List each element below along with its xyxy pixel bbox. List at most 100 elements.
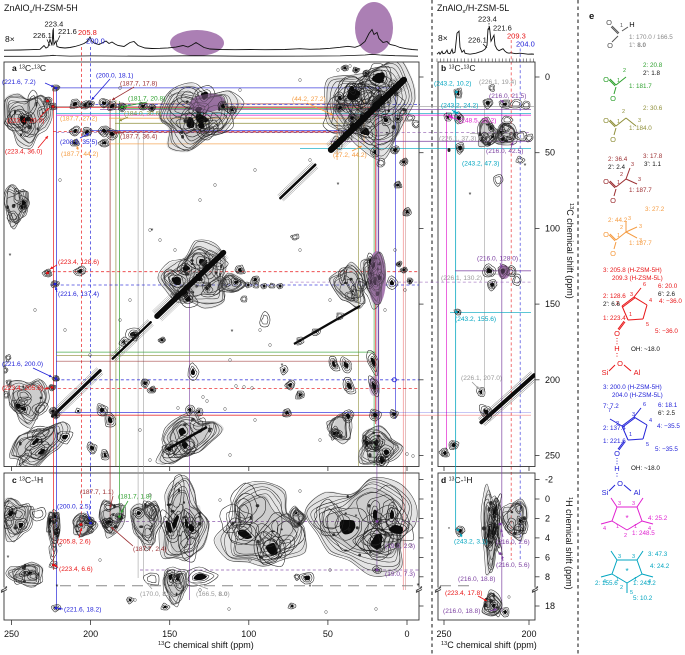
svg-text:3: 3 <box>618 501 621 507</box>
svg-text:100: 100 <box>241 629 256 639</box>
svg-text:(223.4, 205.8): (223.4, 205.8) <box>2 385 43 392</box>
svg-text:2: 2 <box>616 421 619 427</box>
svg-text:(19.0, 2.3): (19.0, 2.3) <box>385 543 415 550</box>
svg-text:2: 2 <box>624 533 627 539</box>
svg-text:*: * <box>56 584 59 591</box>
svg-text:1: 1 <box>617 180 620 186</box>
svg-text:*: * <box>625 514 628 523</box>
svg-text:1: 170.0 / 166.5: 1: 170.0 / 166.5 <box>629 34 673 41</box>
svg-text:209.3 (H-ZSM-5L): 209.3 (H-ZSM-5L) <box>612 275 663 282</box>
svg-text:(243.2, 47.3): (243.2, 47.3) <box>462 161 499 168</box>
svg-text:2': 1.8: 2': 1.8 <box>643 70 660 77</box>
svg-text:d 13C-1H: d 13C-1H <box>441 475 473 485</box>
svg-text:223.4: 223.4 <box>45 20 64 29</box>
svg-text:6: 6 <box>643 402 646 408</box>
svg-text:1: 184.0: 1: 184.0 <box>629 125 652 132</box>
svg-text:250: 250 <box>436 629 451 639</box>
svg-text:204.0: 204.0 <box>516 40 535 49</box>
svg-text:226.1: 226.1 <box>468 36 487 45</box>
svg-text:*: * <box>469 192 472 199</box>
svg-text:H: H <box>614 464 619 473</box>
svg-text:c 13C-1H: c 13C-1H <box>12 475 43 485</box>
svg-text:ZnAlOx/H-ZSM-5L: ZnAlOx/H-ZSM-5L <box>437 3 509 15</box>
svg-text:2: 44.2: 2: 44.2 <box>608 217 628 224</box>
svg-text:O: O <box>603 230 609 239</box>
svg-text:5: −36.0: 5: −36.0 <box>655 328 678 335</box>
svg-text:Al: Al <box>634 368 641 377</box>
svg-text:OH: ~18.0: OH: ~18.0 <box>631 465 660 472</box>
svg-text:4: −36.0: 4: −36.0 <box>659 298 682 305</box>
svg-text:1: 1 <box>616 577 619 583</box>
svg-text:1: 1 <box>617 78 620 84</box>
svg-text:3: 17.8: 3: 17.8 <box>643 153 663 160</box>
svg-text:(200.0, 2.5): (200.0, 2.5) <box>57 504 91 511</box>
svg-text:6: 18.1: 6: 18.1 <box>658 402 678 409</box>
svg-text:(221.6, 200.0): (221.6, 200.0) <box>2 361 43 368</box>
svg-text:O: O <box>603 177 609 186</box>
svg-text:4: 25.2: 4: 25.2 <box>648 515 668 522</box>
svg-text:209.3: 209.3 <box>507 32 526 41</box>
svg-text:(226.1, 37.3): (226.1, 37.3) <box>439 136 476 143</box>
svg-text:1: 1 <box>629 432 632 438</box>
svg-text:Al: Al <box>634 488 641 497</box>
svg-text:204.0 (H-ZSM-5L): 204.0 (H-ZSM-5L) <box>612 392 663 399</box>
svg-text:3: 205.8 (H-ZSM-5H): 3: 205.8 (H-ZSM-5H) <box>603 267 662 274</box>
svg-text:O: O <box>614 329 620 338</box>
svg-text:(223.4, 128.6): (223.4, 128.6) <box>58 259 99 266</box>
svg-text:1: 1 <box>634 524 637 530</box>
svg-text:*: * <box>625 567 628 576</box>
svg-text:(223.4, 20.0): (223.4, 20.0) <box>7 118 44 125</box>
svg-text:*: * <box>7 500 10 507</box>
svg-text:4: 4 <box>603 579 606 585</box>
svg-text:(243.2, 10.2): (243.2, 10.2) <box>434 81 471 88</box>
svg-text:4: 4 <box>603 526 606 532</box>
svg-text:8×: 8× <box>5 34 15 44</box>
svg-text:200: 200 <box>521 629 536 639</box>
svg-text:*: * <box>309 584 312 591</box>
svg-text:e: e <box>589 11 594 22</box>
svg-text:223.4: 223.4 <box>478 15 497 24</box>
svg-text:0: 0 <box>545 72 550 82</box>
svg-text:2: 2 <box>620 225 623 231</box>
svg-text:6: 6 <box>545 552 550 562</box>
svg-text:(226.1, 130.2): (226.1, 130.2) <box>441 275 482 282</box>
svg-text:OH: ~18.0: OH: ~18.0 <box>631 346 660 353</box>
svg-text:Si: Si <box>602 488 609 497</box>
svg-text:4: 4 <box>649 298 652 304</box>
svg-text:4: 24.2: 4: 24.2 <box>650 563 670 570</box>
svg-text:3: 3 <box>628 216 631 222</box>
svg-text:O: O <box>610 94 616 103</box>
svg-text:3: 3 <box>639 238 642 244</box>
svg-text:205.8: 205.8 <box>78 28 97 37</box>
svg-text:1H chemical shift (ppm): 1H chemical shift (ppm) <box>564 497 574 590</box>
svg-text:4: −35.5: 4: −35.5 <box>657 423 680 430</box>
svg-text:(223.4, 6.6): (223.4, 6.6) <box>59 566 93 573</box>
svg-text:50: 50 <box>545 148 555 158</box>
svg-text:4: 4 <box>648 579 651 585</box>
svg-text:*: * <box>7 555 10 562</box>
svg-text:H: H <box>614 344 619 353</box>
svg-text:(187.7, 17.8): (187.7, 17.8) <box>120 81 157 88</box>
svg-text:*: * <box>231 329 234 336</box>
svg-text:4: 4 <box>648 526 651 532</box>
svg-text:3: 3 <box>631 162 634 168</box>
svg-text:*: * <box>355 514 358 521</box>
svg-text:226.1: 226.1 <box>33 31 52 40</box>
svg-text:4: 4 <box>545 533 550 543</box>
svg-text:0: 0 <box>404 629 409 639</box>
svg-text:(216.0, 2.6): (216.0, 2.6) <box>496 539 530 546</box>
svg-text:8×: 8× <box>438 33 448 43</box>
svg-text:1: 248.5: 1: 248.5 <box>632 530 655 537</box>
svg-text:1: 181.7: 1: 181.7 <box>629 83 652 90</box>
svg-text:ZnAlOx/H-ZSM-5H: ZnAlOx/H-ZSM-5H <box>4 3 78 15</box>
svg-text:(223.4, 36.0): (223.4, 36.0) <box>5 149 42 156</box>
svg-text:(187.7, 44.2): (187.7, 44.2) <box>61 151 98 158</box>
svg-text:(187.7, 2.4): (187.7, 2.4) <box>133 546 167 553</box>
svg-text:13C chemical shift (ppm): 13C chemical shift (ppm) <box>565 203 575 299</box>
svg-text:*: * <box>57 432 60 439</box>
svg-text:2: 20.8: 2: 20.8 <box>643 62 663 69</box>
svg-text:13C chemical shift (ppm): 13C chemical shift (ppm) <box>158 640 254 650</box>
svg-text:5: 10.2: 5: 10.2 <box>633 595 653 602</box>
svg-text:3: 3 <box>618 554 621 560</box>
svg-text:150: 150 <box>545 299 560 309</box>
